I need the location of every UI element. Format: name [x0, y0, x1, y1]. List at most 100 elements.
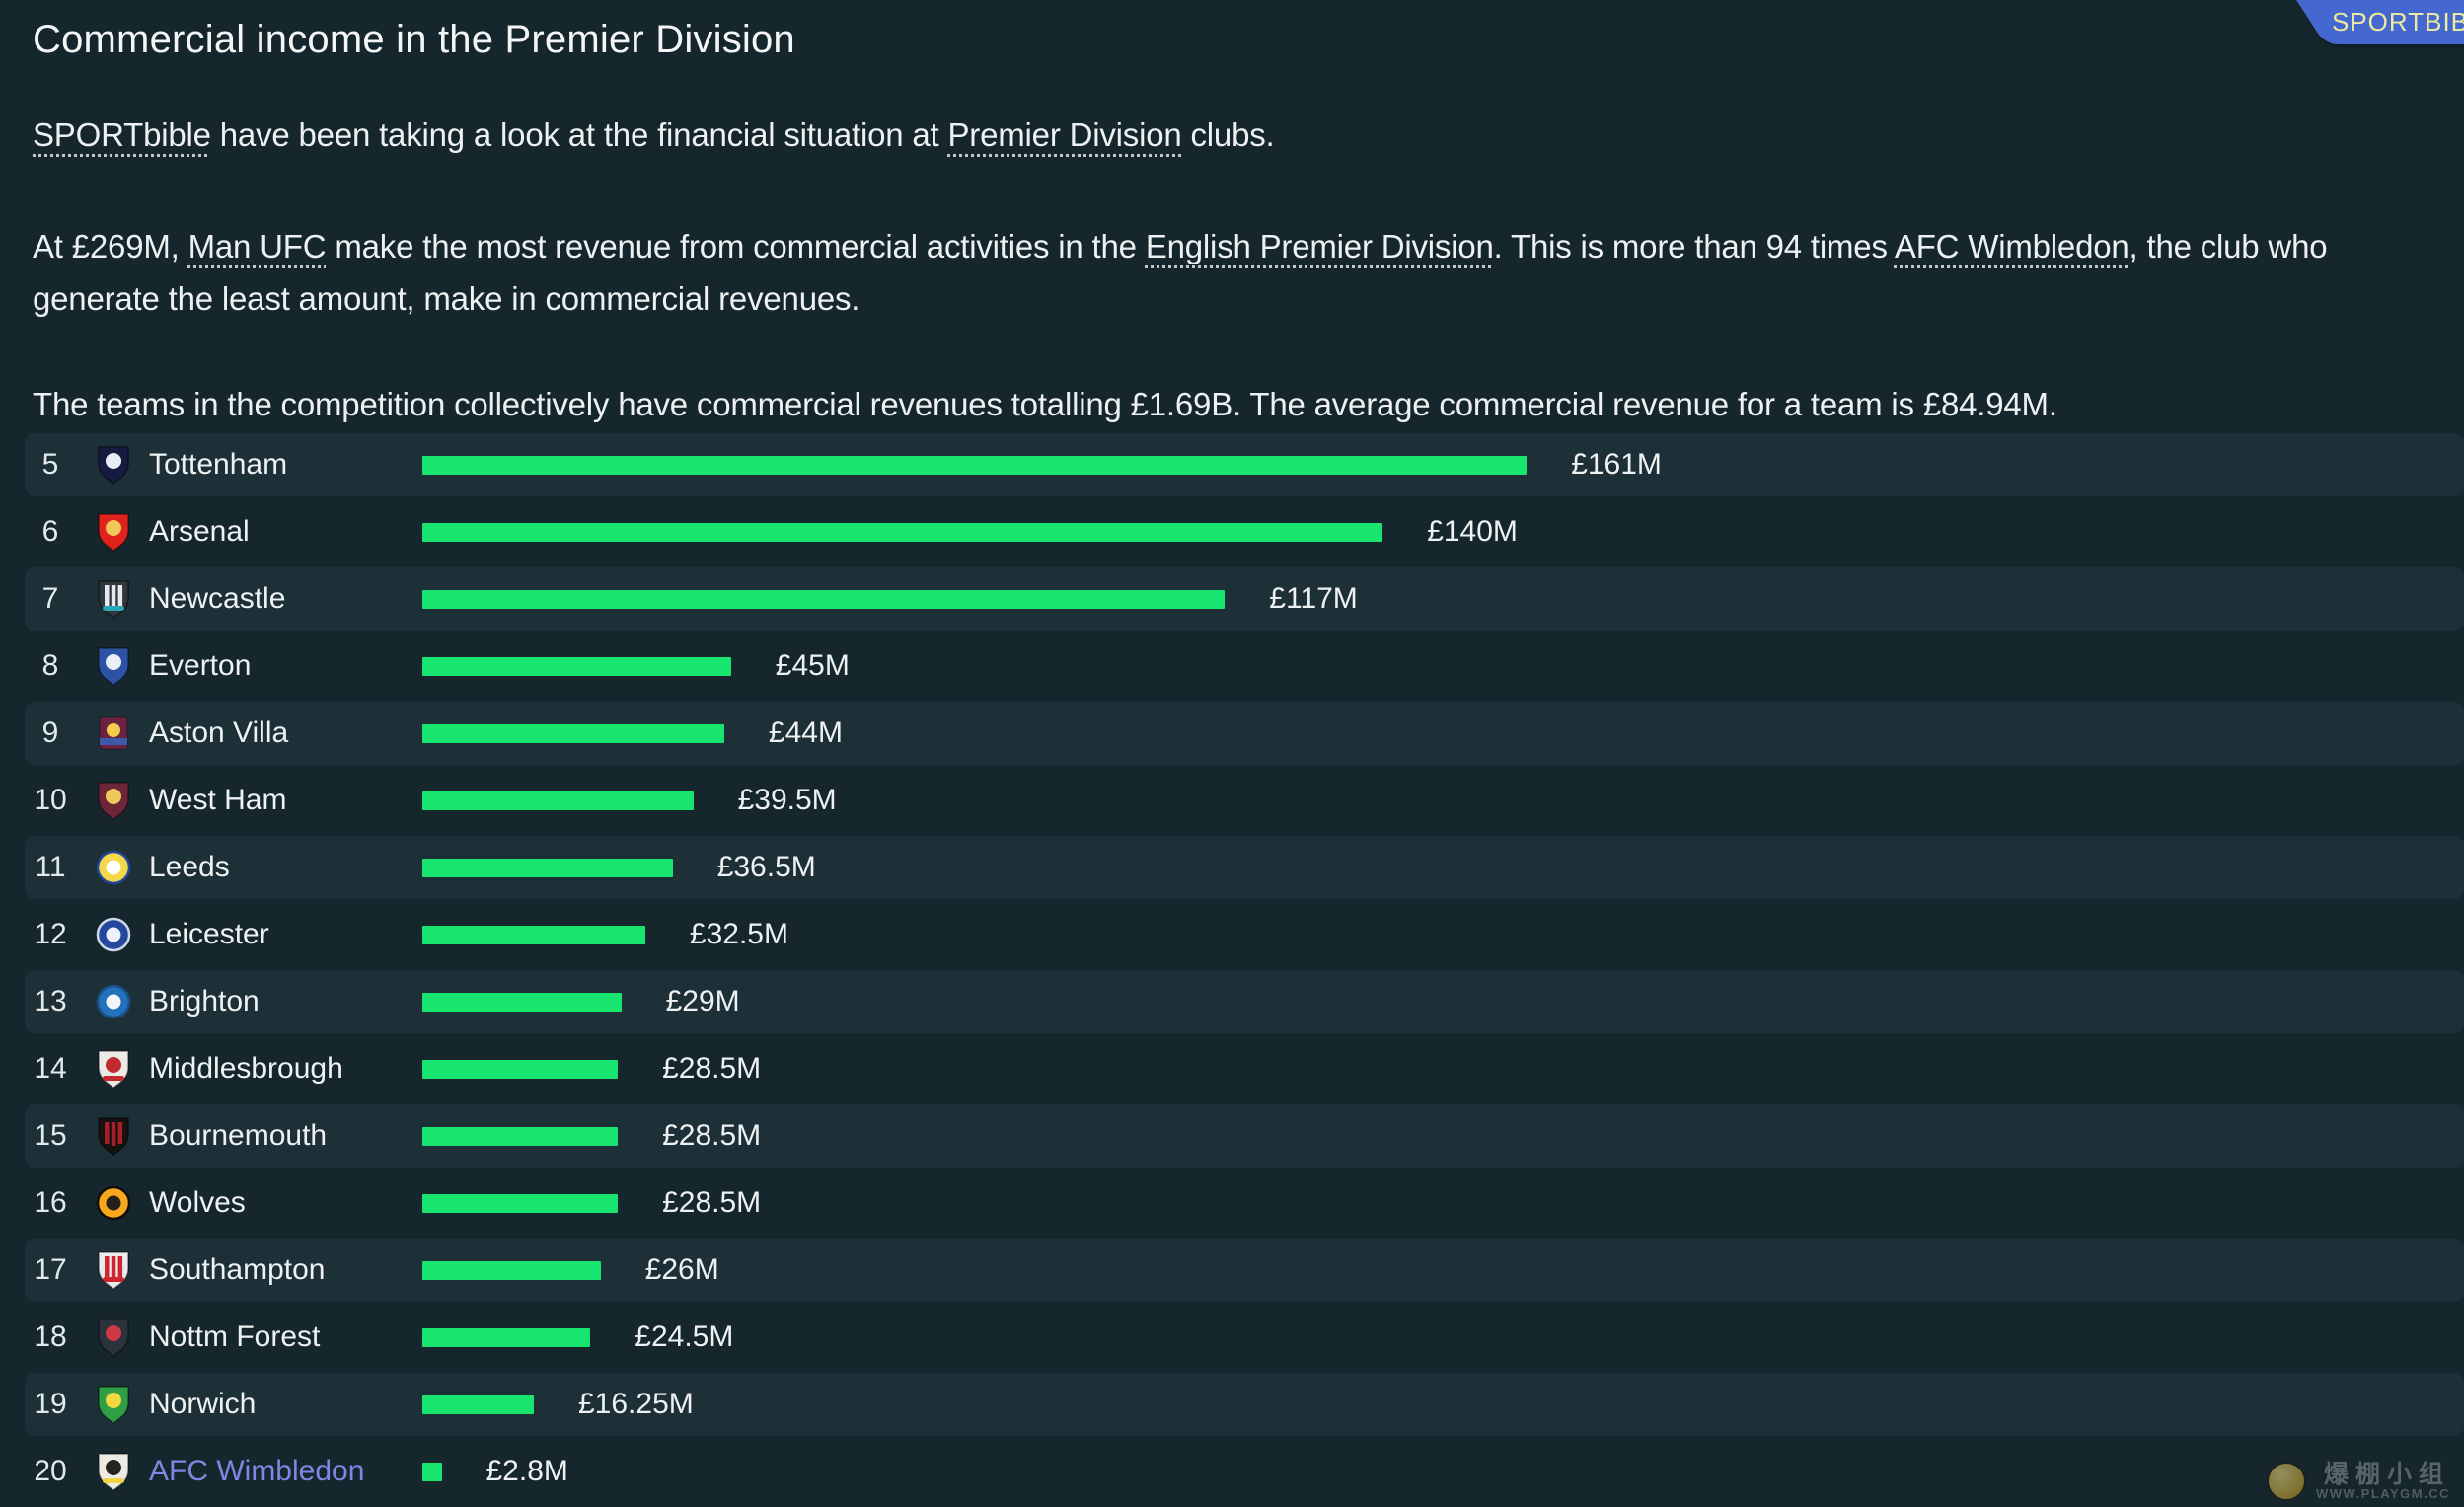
rank-number: 15	[34, 1119, 67, 1152]
chart-row-everton: 8 Everton £45M	[0, 633, 2464, 700]
rank-number: 9	[41, 716, 59, 749]
body-text-segment: . This is more than 94 times	[1493, 228, 1895, 264]
brighton-crest-icon[interactable]	[93, 968, 134, 1035]
afc-wimbledon-crest-icon[interactable]	[93, 1438, 134, 1505]
income-value-label: £44M	[768, 716, 843, 749]
commercial-income-bar	[422, 589, 1226, 609]
team-name-link[interactable]: Bournemouth	[149, 1119, 328, 1152]
team-name-link[interactable]: Leicester	[149, 918, 269, 950]
rank-number: 17	[34, 1253, 67, 1286]
bournemouth-crest-icon[interactable]	[93, 1102, 134, 1169]
body-text-segment: The teams in the competition collectivel…	[33, 386, 2057, 422]
intro-paragraph-1: SPORTbible have been taking a look at th…	[33, 109, 2448, 161]
income-value-label: £24.5M	[635, 1320, 734, 1353]
chart-row-southampton: 17 Southampton £26M	[0, 1237, 2464, 1304]
income-value-label: £161M	[1571, 448, 1662, 481]
chart-row-norwich: 19 Norwich £16.25M	[0, 1371, 2464, 1438]
commercial-income-bar	[422, 992, 622, 1012]
watermark-url-text: WWW.PLAYGM.CC	[2315, 1486, 2450, 1502]
commercial-income-bar	[422, 1193, 619, 1213]
team-name-link[interactable]: Aston Villa	[149, 716, 289, 749]
team-name-link[interactable]: Tottenham	[149, 448, 288, 481]
rank-number: 6	[41, 515, 59, 548]
sportbible-brand-label: SPORTBIBLE	[2332, 7, 2464, 37]
chart-row-leeds: 11 Leeds £36.5M	[0, 834, 2464, 901]
wolves-crest-icon[interactable]	[93, 1169, 134, 1237]
commercial-income-bar	[422, 1126, 619, 1146]
income-value-label: £117M	[1269, 582, 1358, 615]
commercial-income-bar	[422, 1462, 442, 1481]
chart-row-aston-villa: 9 Aston Villa £44M	[0, 700, 2464, 767]
tottenham-crest-icon[interactable]	[93, 431, 134, 498]
arsenal-crest-icon[interactable]	[93, 498, 134, 565]
chart-row-leicester: 12 Leicester £32.5M	[0, 901, 2464, 968]
team-name-link[interactable]: Nottm Forest	[149, 1320, 321, 1353]
income-value-label: £45M	[775, 649, 850, 682]
commercial-income-bar	[422, 1059, 619, 1079]
inline-link[interactable]: Premier Division	[947, 116, 1182, 153]
rank-number: 10	[34, 784, 67, 816]
norwich-crest-icon[interactable]	[93, 1371, 134, 1438]
rank-number: 20	[34, 1455, 67, 1487]
leicester-crest-icon[interactable]	[93, 901, 134, 968]
newcastle-crest-icon[interactable]	[93, 565, 134, 633]
everton-crest-icon[interactable]	[93, 633, 134, 700]
team-name-link[interactable]: AFC Wimbledon	[149, 1455, 365, 1487]
body-text-segment: At £269M,	[33, 228, 188, 264]
chart-row-newcastle: 7 Newcastle £117M	[0, 565, 2464, 633]
leeds-crest-icon[interactable]	[93, 834, 134, 901]
rank-number: 18	[34, 1320, 67, 1353]
rank-number: 14	[34, 1052, 67, 1085]
inline-link[interactable]: Man UFC	[187, 228, 327, 264]
income-value-label: £140M	[1427, 515, 1518, 548]
southampton-crest-icon[interactable]	[93, 1237, 134, 1304]
income-value-label: £2.8M	[485, 1455, 568, 1487]
team-name-link[interactable]: Newcastle	[149, 582, 286, 615]
page-title: Commercial income in the Premier Divisio…	[33, 18, 795, 61]
rank-number: 8	[41, 649, 59, 682]
watermark-cn-text: 爆棚小组	[2323, 1461, 2450, 1489]
intro-paragraph-2: At £269M, Man UFC make the most revenue …	[33, 220, 2448, 325]
chart-row-bournemouth: 15 Bournemouth £28.5M	[0, 1102, 2464, 1169]
commercial-income-bar	[422, 791, 694, 810]
aston-villa-crest-icon[interactable]	[93, 700, 134, 767]
income-value-label: £16.25M	[578, 1388, 694, 1420]
rank-number: 5	[41, 448, 59, 481]
team-name-link[interactable]: Southampton	[149, 1253, 326, 1286]
chart-row-wolves: 16 Wolves £28.5M	[0, 1169, 2464, 1237]
body-text-segment: have been taking a look at the financial…	[210, 116, 948, 153]
body-text-segment: clubs.	[1181, 116, 1275, 153]
watermark-ball-icon	[2266, 1462, 2306, 1501]
sportbible-brand-badge: SPORTBIBLE	[2296, 0, 2464, 44]
team-name-link[interactable]: Arsenal	[149, 515, 250, 548]
income-value-label: £29M	[665, 985, 740, 1017]
team-name-link[interactable]: Middlesbrough	[149, 1052, 343, 1085]
chart-row-afc-wimbledon: 20 AFC Wimbledon £2.8M	[0, 1438, 2464, 1505]
team-name-link[interactable]: Norwich	[149, 1388, 257, 1420]
west-ham-crest-icon[interactable]	[93, 767, 134, 834]
income-value-label: £28.5M	[662, 1052, 762, 1085]
team-name-link[interactable]: Leeds	[149, 851, 230, 883]
commercial-income-bar	[422, 656, 731, 676]
commercial-income-bar	[422, 858, 673, 877]
site-watermark: 爆棚小组 WWW.PLAYGM.CC	[2266, 1461, 2450, 1502]
body-text-segment: make the most revenue from commercial ac…	[326, 228, 1146, 264]
commercial-income-bar	[422, 925, 645, 944]
rank-number: 13	[34, 985, 67, 1017]
team-name-link[interactable]: Everton	[149, 649, 252, 682]
nottm-forest-crest-icon[interactable]	[93, 1304, 134, 1371]
team-name-link[interactable]: Brighton	[149, 985, 260, 1017]
inline-link[interactable]: SPORTbible	[33, 116, 211, 153]
team-name-link[interactable]: West Ham	[149, 784, 287, 816]
income-value-label: £26M	[644, 1253, 719, 1286]
chart-row-tottenham: 5 Tottenham £161M	[0, 431, 2464, 498]
inline-link[interactable]: AFC Wimbledon	[1894, 228, 2129, 264]
middlesbrough-crest-icon[interactable]	[93, 1035, 134, 1102]
rank-number: 11	[35, 851, 66, 883]
chart-row-middlesbrough: 14 Middlesbrough £28.5M	[0, 1035, 2464, 1102]
rank-number: 12	[34, 918, 67, 950]
team-name-link[interactable]: Wolves	[149, 1186, 246, 1219]
chart-row-arsenal: 6 Arsenal £140M	[0, 498, 2464, 565]
inline-link[interactable]: English Premier Division	[1145, 228, 1494, 264]
